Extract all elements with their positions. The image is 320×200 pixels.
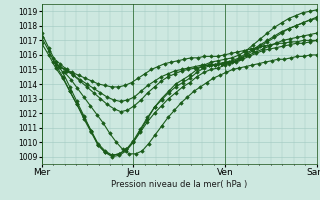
X-axis label: Pression niveau de la mer( hPa ): Pression niveau de la mer( hPa ) — [111, 180, 247, 189]
